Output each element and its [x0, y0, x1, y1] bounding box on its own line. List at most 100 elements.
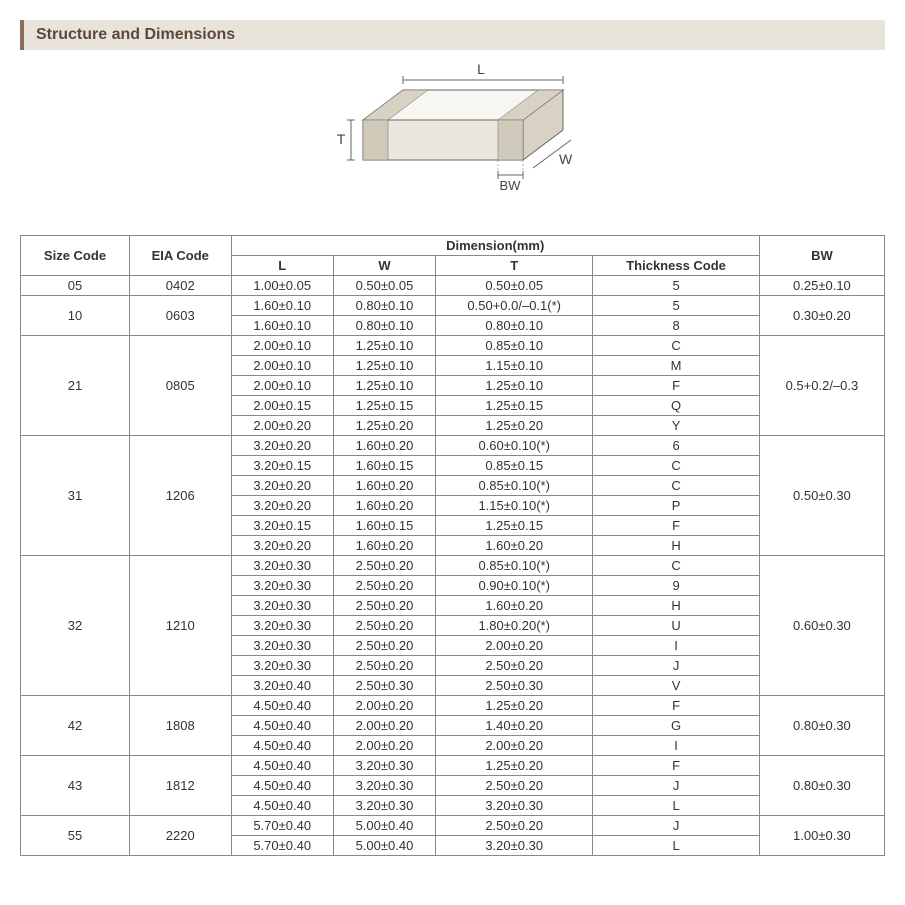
cell-TC: 9	[593, 576, 760, 596]
cell-sizecode: 43	[21, 756, 130, 816]
cell-TC: V	[593, 676, 760, 696]
cell-L: 3.20±0.20	[231, 436, 333, 456]
cell-sizecode: 42	[21, 696, 130, 756]
cell-L: 2.00±0.20	[231, 416, 333, 436]
cell-W: 1.60±0.20	[333, 536, 435, 556]
cell-TC: U	[593, 616, 760, 636]
chip-diagram: L T W BW	[303, 60, 603, 210]
cell-W: 2.00±0.20	[333, 736, 435, 756]
cell-TC: J	[593, 776, 760, 796]
cell-T: 1.15±0.10	[436, 356, 593, 376]
cell-W: 1.25±0.10	[333, 376, 435, 396]
cell-T: 1.25±0.20	[436, 416, 593, 436]
cell-W: 1.25±0.20	[333, 416, 435, 436]
cell-T: 0.85±0.10(*)	[436, 556, 593, 576]
cell-W: 1.25±0.10	[333, 336, 435, 356]
label-W: W	[559, 151, 573, 167]
cell-eiacode: 1206	[129, 436, 231, 556]
cell-T: 0.90±0.10(*)	[436, 576, 593, 596]
cell-L: 3.20±0.30	[231, 656, 333, 676]
cell-T: 1.25±0.15	[436, 516, 593, 536]
label-L: L	[477, 61, 485, 77]
col-eiacode: EIA Code	[129, 236, 231, 276]
cell-L: 1.60±0.10	[231, 316, 333, 336]
cell-TC: L	[593, 796, 760, 816]
col-thickness: Thickness Code	[593, 256, 760, 276]
cell-L: 3.20±0.30	[231, 636, 333, 656]
cell-T: 2.50±0.20	[436, 776, 593, 796]
cell-sizecode: 05	[21, 276, 130, 296]
cell-TC: H	[593, 536, 760, 556]
cell-L: 2.00±0.10	[231, 356, 333, 376]
cell-T: 1.40±0.20	[436, 716, 593, 736]
cell-TC: J	[593, 816, 760, 836]
cell-TC: F	[593, 376, 760, 396]
cell-bw: 0.30±0.20	[759, 296, 884, 336]
cell-TC: C	[593, 336, 760, 356]
cell-L: 4.50±0.40	[231, 756, 333, 776]
cell-W: 1.60±0.15	[333, 516, 435, 536]
cell-eiacode: 0402	[129, 276, 231, 296]
cell-T: 0.50+0.0/–0.1(*)	[436, 296, 593, 316]
cell-TC: F	[593, 696, 760, 716]
cell-L: 3.20±0.15	[231, 516, 333, 536]
cell-T: 0.60±0.10(*)	[436, 436, 593, 456]
cell-TC: H	[593, 596, 760, 616]
cell-W: 2.50±0.20	[333, 636, 435, 656]
col-W: W	[333, 256, 435, 276]
cell-TC: 5	[593, 276, 760, 296]
cell-sizecode: 31	[21, 436, 130, 556]
col-dimension: Dimension(mm)	[231, 236, 759, 256]
cell-W: 1.60±0.20	[333, 496, 435, 516]
table-row: 4218084.50±0.402.00±0.201.25±0.20F0.80±0…	[21, 696, 885, 716]
cell-bw: 0.80±0.30	[759, 756, 884, 816]
cell-T: 0.50±0.05	[436, 276, 593, 296]
cell-L: 1.60±0.10	[231, 296, 333, 316]
cell-eiacode: 0805	[129, 336, 231, 436]
cell-T: 2.50±0.20	[436, 656, 593, 676]
cell-W: 3.20±0.30	[333, 756, 435, 776]
cell-bw: 0.5+0.2/–0.3	[759, 336, 884, 436]
cell-T: 1.60±0.20	[436, 536, 593, 556]
cell-T: 2.50±0.20	[436, 816, 593, 836]
label-T: T	[336, 131, 345, 147]
cell-T: 0.80±0.10	[436, 316, 593, 336]
table-row: 3212103.20±0.302.50±0.200.85±0.10(*)C0.6…	[21, 556, 885, 576]
cell-T: 1.25±0.10	[436, 376, 593, 396]
cell-TC: P	[593, 496, 760, 516]
diagram-container: L T W BW	[20, 60, 885, 215]
cell-T: 1.15±0.10(*)	[436, 496, 593, 516]
cell-T: 2.00±0.20	[436, 636, 593, 656]
cell-W: 2.50±0.20	[333, 576, 435, 596]
cell-W: 0.80±0.10	[333, 316, 435, 336]
table-row: 5522205.70±0.405.00±0.402.50±0.20J1.00±0…	[21, 816, 885, 836]
cell-L: 5.70±0.40	[231, 816, 333, 836]
col-T: T	[436, 256, 593, 276]
cell-TC: F	[593, 516, 760, 536]
table-row: 2108052.00±0.101.25±0.100.85±0.10C0.5+0.…	[21, 336, 885, 356]
cell-TC: I	[593, 736, 760, 756]
cell-W: 1.60±0.20	[333, 476, 435, 496]
cell-TC: 5	[593, 296, 760, 316]
cell-TC: G	[593, 716, 760, 736]
cell-bw: 0.60±0.30	[759, 556, 884, 696]
table-row: 1006031.60±0.100.80±0.100.50+0.0/–0.1(*)…	[21, 296, 885, 316]
cell-eiacode: 1210	[129, 556, 231, 696]
cell-L: 4.50±0.40	[231, 796, 333, 816]
cell-sizecode: 55	[21, 816, 130, 856]
col-sizecode: Size Code	[21, 236, 130, 276]
cell-TC: Y	[593, 416, 760, 436]
cell-T: 0.85±0.10(*)	[436, 476, 593, 496]
cell-L: 4.50±0.40	[231, 776, 333, 796]
cell-T: 1.25±0.15	[436, 396, 593, 416]
cell-W: 0.50±0.05	[333, 276, 435, 296]
cell-W: 2.50±0.20	[333, 616, 435, 636]
cell-L: 3.20±0.30	[231, 616, 333, 636]
cell-L: 5.70±0.40	[231, 836, 333, 856]
cell-T: 2.50±0.30	[436, 676, 593, 696]
cell-W: 2.50±0.20	[333, 596, 435, 616]
cell-L: 4.50±0.40	[231, 716, 333, 736]
cell-W: 5.00±0.40	[333, 816, 435, 836]
cell-TC: I	[593, 636, 760, 656]
cell-TC: F	[593, 756, 760, 776]
